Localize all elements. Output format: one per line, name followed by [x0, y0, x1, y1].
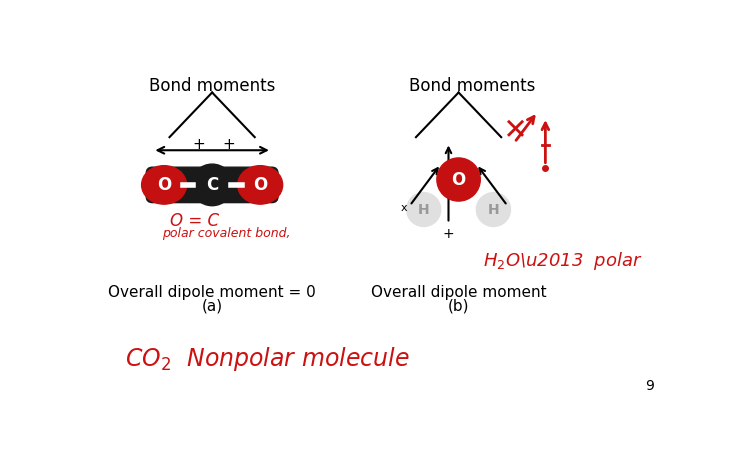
- Text: $H_2O$\u2013  polar: $H_2O$\u2013 polar: [484, 250, 643, 272]
- Circle shape: [437, 158, 481, 201]
- Text: Bond moments: Bond moments: [408, 77, 535, 95]
- Text: O: O: [451, 171, 466, 189]
- FancyBboxPatch shape: [146, 167, 278, 202]
- Text: Overall dipole moment = 0: Overall dipole moment = 0: [108, 285, 316, 300]
- Text: O: O: [157, 176, 171, 194]
- Text: H: H: [488, 202, 499, 216]
- Text: x: x: [401, 203, 408, 213]
- Circle shape: [476, 193, 511, 226]
- Circle shape: [407, 193, 441, 226]
- Text: O = C: O = C: [169, 212, 219, 230]
- Ellipse shape: [238, 166, 283, 204]
- Text: (a): (a): [202, 299, 223, 314]
- Text: 9: 9: [645, 379, 654, 393]
- Text: Bond moments: Bond moments: [149, 77, 275, 95]
- Text: C: C: [206, 176, 219, 194]
- Ellipse shape: [141, 166, 186, 204]
- Text: (b): (b): [447, 299, 470, 314]
- Text: +: +: [193, 137, 205, 153]
- Text: polar covalent bond,: polar covalent bond,: [162, 227, 290, 240]
- Text: O: O: [253, 176, 267, 194]
- Text: $CO_2$  Nonpolar molecule: $CO_2$ Nonpolar molecule: [124, 345, 409, 373]
- Text: +: +: [222, 137, 235, 153]
- Text: +: +: [442, 227, 454, 241]
- Circle shape: [191, 164, 233, 206]
- Text: Overall dipole moment: Overall dipole moment: [371, 285, 546, 300]
- Text: H: H: [418, 202, 430, 216]
